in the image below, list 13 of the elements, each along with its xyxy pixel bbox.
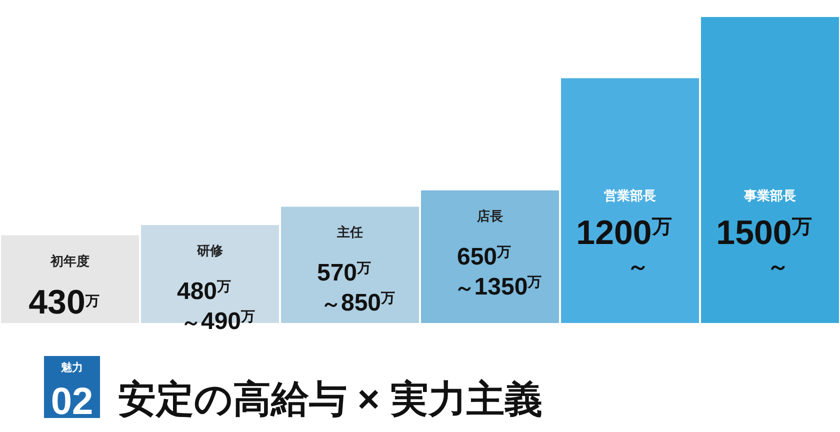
text: 480$^{万}$～490$^{万}$ (176, 278, 256, 336)
data-label: 1500$^{万}$～ (716, 214, 812, 279)
data-label: 1200$^{万}$～ (576, 214, 672, 279)
x-tick-label: 事業部長 (743, 188, 796, 203)
text: 650$^{万}$～1350$^{万}$ (454, 243, 542, 300)
text: 570$^{万}$～850$^{万}$ (316, 260, 396, 317)
x-tick-label: 店長 (476, 208, 503, 224)
x-tick-label: 研修 (196, 243, 224, 258)
x-tick-label: 初年度 (50, 253, 90, 268)
x-tick-label: 主任 (336, 224, 363, 240)
x-tick-label: 営業部長 (604, 188, 656, 203)
text: 安定の高給与 × 実力主義 (118, 378, 542, 421)
data-label: 430$^{万}$ (28, 283, 100, 322)
